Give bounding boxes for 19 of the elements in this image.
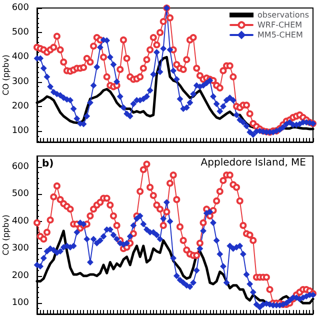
legend-label: observations (258, 10, 310, 20)
y-tick-label: 500 (12, 28, 30, 38)
annotation: Appledore Island, ME (200, 158, 306, 168)
y-axis-title: CO (ppbv) (2, 54, 10, 96)
y-tick-label: 300 (12, 244, 30, 254)
y-tick-label: 600 (12, 3, 30, 13)
y-tick-label: 100 (12, 298, 30, 308)
y-tick-label: 100 (12, 126, 30, 136)
legend-label: WRF-CHEM (258, 20, 302, 30)
annotation: b) (42, 158, 54, 170)
y-tick-label: 200 (12, 270, 30, 281)
y-tick-label: 400 (12, 52, 30, 62)
y-tick-label: 400 (12, 216, 30, 226)
y-tick-label: 500 (12, 189, 30, 200)
y-axis-title: CO (ppbv) (2, 214, 10, 256)
legend-label: MM5-CHEM (258, 30, 303, 40)
y-tick-label: 600 (12, 162, 30, 172)
y-tick-label: 300 (12, 76, 30, 87)
y-tick-label: 200 (12, 101, 30, 112)
